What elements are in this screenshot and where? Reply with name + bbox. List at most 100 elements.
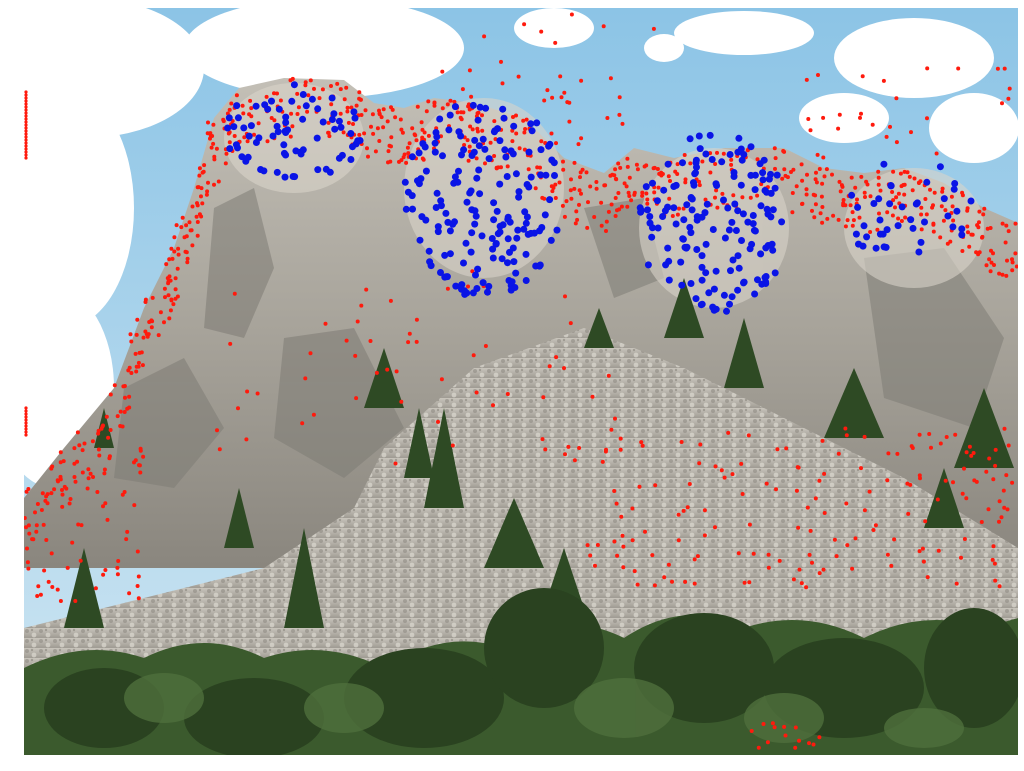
keypoint-red: [134, 369, 139, 374]
keypoint-blue: [870, 200, 878, 207]
keypoint-blue: [759, 176, 767, 184]
keypoint-red: [943, 478, 948, 483]
keypoint-red: [249, 106, 254, 111]
keypoint-red: [566, 444, 571, 449]
keypoint-red: [700, 159, 705, 164]
keypoint-red: [813, 496, 818, 501]
keypoint-blue: [481, 145, 489, 153]
keypoint-blue: [718, 158, 726, 166]
keypoint-red: [424, 109, 429, 114]
keypoint-red: [991, 477, 996, 482]
keypoint-blue: [751, 171, 759, 179]
keypoint-blue: [314, 166, 322, 174]
keypoint-blue: [923, 178, 931, 186]
keypoint-blue: [648, 233, 656, 241]
keypoint-red: [1010, 268, 1015, 273]
keypoint-red: [1010, 260, 1015, 265]
keypoint-red: [569, 12, 574, 17]
keypoint-red: [603, 183, 608, 188]
keypoint-blue: [537, 146, 545, 154]
keypoint-red: [58, 460, 63, 465]
keypoint-red: [797, 567, 802, 572]
keypoint-red: [584, 170, 589, 175]
keypoint-red: [810, 208, 814, 213]
keypoint-red: [682, 153, 687, 157]
keypoint-red: [796, 525, 801, 530]
keypoint-red: [166, 293, 171, 298]
keypoint-blue: [422, 167, 430, 175]
keypoint-blue: [302, 102, 310, 110]
keypoint-red: [86, 476, 91, 481]
keypoint-blue: [401, 178, 409, 186]
keypoint-red: [24, 415, 28, 419]
keypoint-red: [77, 443, 82, 448]
keypoint-blue: [527, 120, 535, 128]
keypoint-red: [805, 172, 809, 177]
keypoint-blue: [950, 185, 958, 193]
keypoint-blue: [485, 282, 493, 290]
keypoint-red: [171, 302, 176, 307]
keypoint-red: [616, 161, 621, 166]
keypoint-blue: [683, 243, 691, 251]
keypoint-red: [799, 581, 804, 586]
keypoint-blue: [664, 244, 672, 252]
keypoint-red: [962, 466, 966, 471]
keypoint-red: [817, 571, 822, 576]
keypoint-red: [73, 479, 78, 484]
keypoint-red: [128, 332, 133, 337]
keypoint-blue: [762, 244, 770, 252]
keypoint-red: [24, 430, 28, 434]
keypoint-red: [766, 565, 771, 570]
keypoint-red: [850, 210, 855, 215]
keypoint-blue: [273, 168, 281, 176]
keypoint-red: [112, 383, 117, 388]
keypoint-red: [404, 160, 409, 165]
keypoint-red: [959, 555, 963, 560]
keypoint-red: [606, 373, 611, 378]
keypoint-red: [569, 196, 574, 201]
keypoint-red: [572, 458, 577, 463]
keypoint-red: [214, 146, 219, 151]
keypoint-red: [226, 131, 231, 136]
keypoint-red: [886, 451, 891, 456]
keypoint-red: [24, 147, 28, 151]
keypoint-red: [24, 138, 28, 142]
keypoint-red: [868, 230, 873, 234]
keypoint-red: [951, 480, 955, 485]
keypoint-red: [960, 190, 965, 195]
keypoint-red: [941, 218, 946, 223]
keypoint-red: [326, 120, 331, 125]
keypoint-red: [1001, 488, 1006, 493]
keypoint-red: [962, 537, 967, 541]
keypoint-red: [483, 161, 487, 166]
keypoint-red: [868, 194, 873, 199]
keypoint-red: [634, 162, 639, 167]
keypoint-red: [850, 223, 855, 228]
keypoint-red: [853, 185, 858, 190]
keypoint-blue: [702, 240, 710, 248]
keypoint-red: [845, 543, 850, 548]
keypoint-red: [813, 177, 818, 182]
keypoint-blue: [349, 143, 356, 151]
keypoint-red: [252, 132, 256, 137]
keypoint-red: [475, 129, 480, 134]
keypoint-red: [288, 134, 293, 139]
keypoint-red: [909, 130, 913, 135]
keypoint-red: [794, 488, 799, 493]
keypoint-red: [739, 461, 744, 466]
keypoint-red: [804, 187, 809, 192]
keypoint-blue: [729, 256, 737, 264]
keypoint-red: [33, 510, 37, 515]
keypoint-blue: [692, 169, 699, 177]
keypoint-blue: [712, 267, 720, 275]
keypoint-red: [78, 558, 83, 563]
keypoint-red: [960, 249, 965, 253]
keypoint-blue: [225, 114, 233, 122]
keypoint-blue: [275, 105, 283, 113]
keypoint-red: [24, 412, 28, 416]
keypoint-blue: [749, 220, 757, 228]
keypoint-red: [398, 117, 403, 122]
keypoint-red: [580, 167, 585, 172]
keypoint-red: [896, 191, 901, 196]
keypoint-red: [206, 180, 210, 185]
